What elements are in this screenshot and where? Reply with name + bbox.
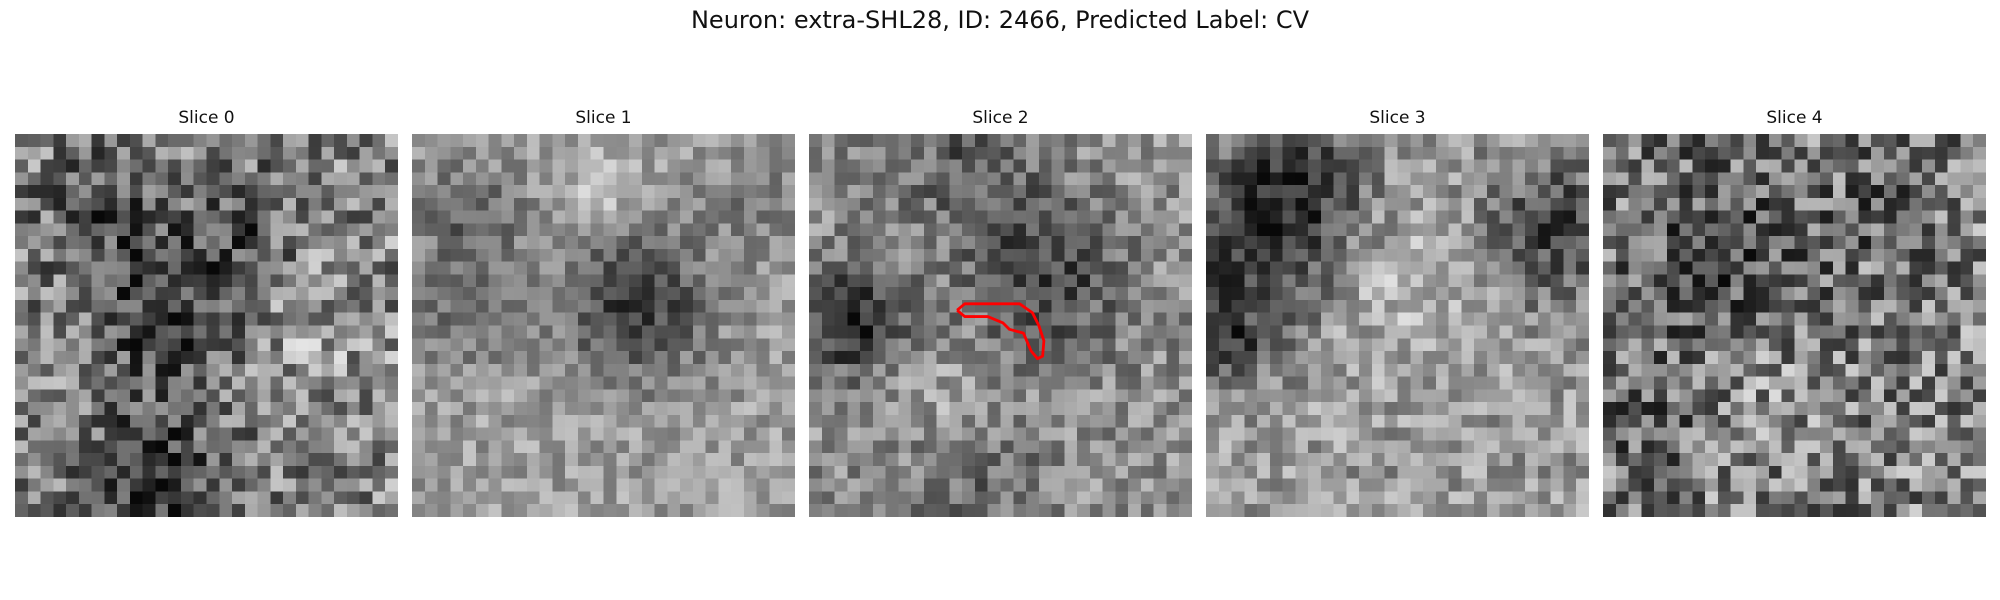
slice-title-0: Slice 0 bbox=[178, 108, 235, 128]
slice-panel-3 bbox=[1206, 134, 1589, 517]
slice-image-2 bbox=[809, 134, 1192, 517]
slice-image-3 bbox=[1206, 134, 1589, 517]
neuron-contour bbox=[956, 302, 1046, 361]
slice-panel-4 bbox=[1603, 134, 1986, 517]
contour-overlay-3 bbox=[1206, 134, 1589, 517]
slice-panel-1 bbox=[412, 134, 795, 517]
contour-overlay-4 bbox=[1603, 134, 1986, 517]
slice-image-1 bbox=[412, 134, 795, 517]
contour-overlay-2 bbox=[956, 302, 1046, 361]
slice-panel-0 bbox=[15, 134, 398, 517]
slice-title-2: Slice 2 bbox=[972, 108, 1029, 128]
slice-title-1: Slice 1 bbox=[575, 108, 632, 128]
slice-image-4 bbox=[1603, 134, 1986, 517]
slice-title-4: Slice 4 bbox=[1766, 108, 1823, 128]
slice-panel-2 bbox=[809, 134, 1192, 517]
figure-title: Neuron: extra-SHL28, ID: 2466, Predicted… bbox=[690, 6, 1310, 34]
slice-title-3: Slice 3 bbox=[1369, 108, 1426, 128]
contour-overlay-0 bbox=[15, 134, 398, 517]
slice-image-0 bbox=[15, 134, 398, 517]
contour-overlay-1 bbox=[412, 134, 795, 517]
